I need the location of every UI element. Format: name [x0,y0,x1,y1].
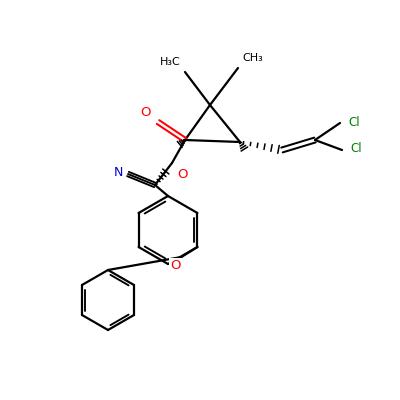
Text: N: N [114,166,123,180]
Text: O: O [170,259,180,272]
Text: H₃C: H₃C [160,57,181,67]
Text: Cl: Cl [350,142,362,154]
Text: Cl: Cl [348,116,360,130]
Text: O: O [177,168,188,181]
Text: CH₃: CH₃ [242,53,263,63]
Text: O: O [140,106,151,119]
